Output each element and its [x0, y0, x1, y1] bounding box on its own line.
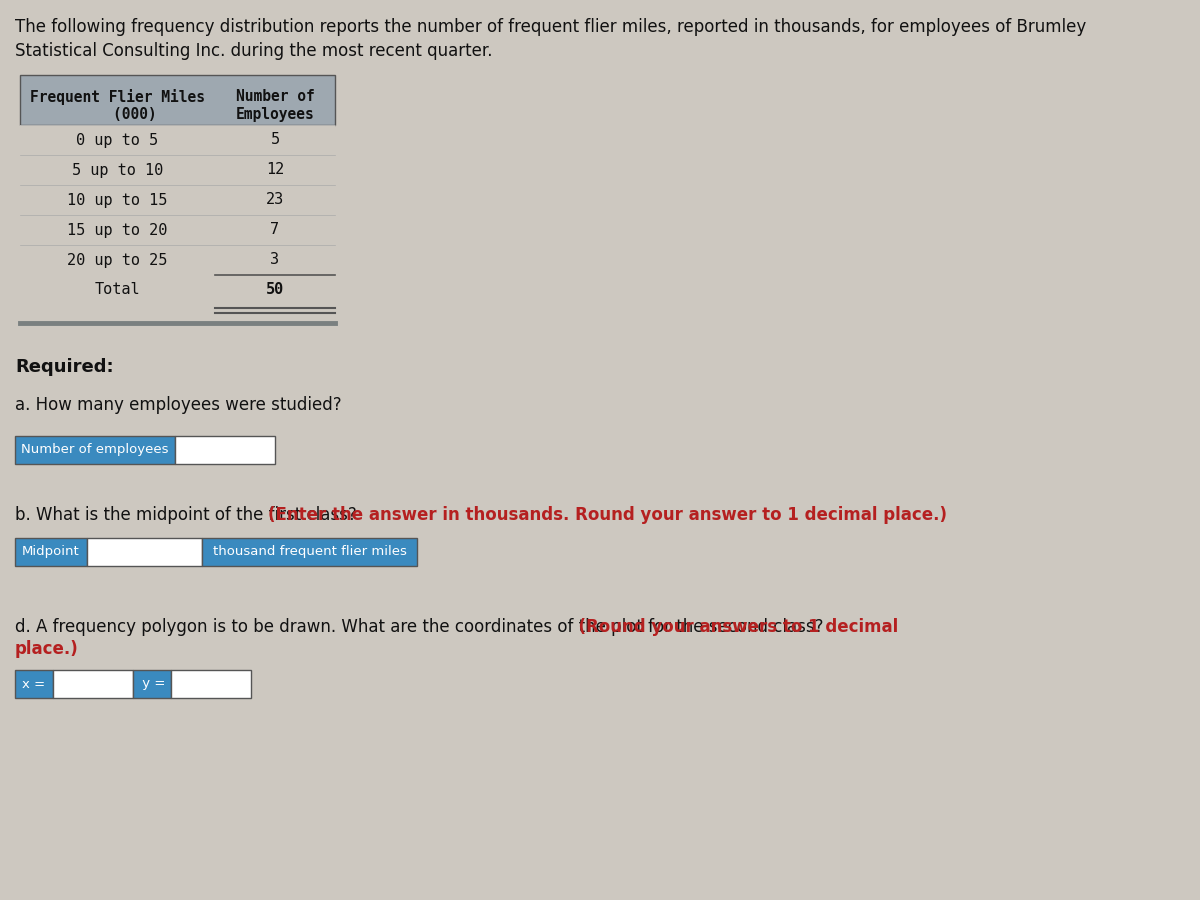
Bar — [20, 275, 215, 305]
Bar — [133, 670, 172, 698]
Text: Number of employees: Number of employees — [22, 444, 169, 456]
Bar — [20, 155, 215, 185]
Text: y =: y = — [138, 678, 166, 690]
Text: (Enter the answer in thousands. Round your answer to 1 decimal place.): (Enter the answer in thousands. Round yo… — [14, 506, 947, 524]
Bar — [20, 185, 215, 215]
Text: d. A frequency polygon is to be drawn. What are the coordinates of the plot for : d. A frequency polygon is to be drawn. W… — [14, 618, 829, 636]
Bar — [14, 670, 53, 698]
Bar — [175, 436, 275, 464]
Bar — [215, 215, 335, 245]
Text: Employees: Employees — [235, 107, 314, 122]
Text: Number of: Number of — [235, 89, 314, 104]
Text: (Round your answers to 1 decimal: (Round your answers to 1 decimal — [14, 618, 899, 636]
Text: 7: 7 — [270, 222, 280, 238]
Text: 23: 23 — [266, 193, 284, 208]
Text: Frequent Flier Miles: Frequent Flier Miles — [30, 89, 205, 105]
Bar — [215, 75, 335, 125]
Text: 15 up to 20: 15 up to 20 — [67, 222, 168, 238]
Bar — [14, 436, 175, 464]
Text: 10 up to 15: 10 up to 15 — [67, 193, 168, 208]
Bar — [20, 215, 215, 245]
Text: 20 up to 25: 20 up to 25 — [67, 253, 168, 267]
Text: 50: 50 — [266, 283, 284, 298]
Bar — [14, 538, 88, 566]
Bar — [215, 125, 335, 155]
Bar — [53, 670, 133, 698]
Text: b. What is the midpoint of the first class?: b. What is the midpoint of the first cla… — [14, 506, 362, 524]
Bar — [88, 538, 202, 566]
Text: place.): place.) — [14, 640, 79, 658]
Text: x =: x = — [23, 678, 46, 690]
Text: a. How many employees were studied?: a. How many employees were studied? — [14, 396, 342, 414]
Text: 3: 3 — [270, 253, 280, 267]
Text: Required:: Required: — [14, 358, 114, 376]
Text: Total: Total — [95, 283, 140, 298]
Bar — [172, 670, 251, 698]
Bar — [20, 245, 215, 275]
Bar — [202, 538, 418, 566]
Bar — [215, 155, 335, 185]
Text: Midpoint: Midpoint — [22, 545, 80, 559]
Bar — [20, 125, 215, 155]
Text: 12: 12 — [266, 163, 284, 177]
Text: thousand frequent flier miles: thousand frequent flier miles — [212, 545, 407, 559]
Bar — [20, 75, 335, 125]
Text: (000): (000) — [78, 107, 157, 122]
Text: 5: 5 — [270, 132, 280, 148]
Text: The following frequency distribution reports the number of frequent flier miles,: The following frequency distribution rep… — [14, 18, 1086, 36]
Bar — [215, 245, 335, 275]
Bar — [215, 185, 335, 215]
Text: 0 up to 5: 0 up to 5 — [77, 132, 158, 148]
Text: 5 up to 10: 5 up to 10 — [72, 163, 163, 177]
Bar — [215, 275, 335, 305]
Text: Statistical Consulting Inc. during the most recent quarter.: Statistical Consulting Inc. during the m… — [14, 42, 492, 60]
Bar — [20, 75, 215, 125]
